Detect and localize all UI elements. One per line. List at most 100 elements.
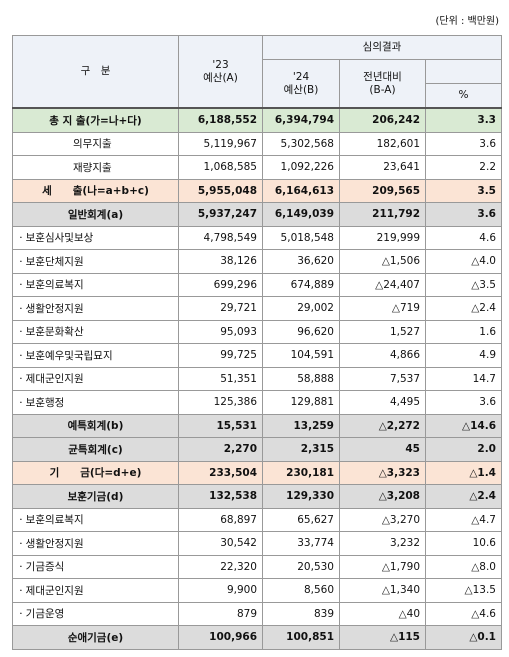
cell-value: 38,126 [178, 249, 263, 274]
cell-value: 5,302,568 [262, 131, 340, 156]
row-label: ㆍ보훈행정 [12, 390, 179, 415]
cell-value: 5,955,048 [178, 178, 263, 203]
cell-value: 4.9 [425, 343, 502, 368]
table-row: ㆍ보훈의료복지 699,296 674,889 △24,407 △3.5 [12, 272, 502, 297]
row-label: ㆍ제대군인지원 [12, 578, 179, 603]
cell-value: 182,601 [339, 131, 426, 156]
row-label: 총 지 출(가=나+다) [12, 107, 179, 133]
header-cell: % [425, 83, 502, 109]
cell-value: 100,966 [178, 625, 263, 650]
cell-value: △0.1 [425, 625, 502, 650]
header-cell [425, 59, 502, 84]
table-row: 기 금(다=d+e) 233,504 230,181 △3,323 △1.4 [12, 460, 502, 485]
table-row: ㆍ제대군인지원 9,900 8,560 △1,340 △13.5 [12, 578, 502, 603]
cell-value: 20,530 [262, 554, 340, 579]
budget-table: 구 분 '23 예산(A) 심의결과 '24 예산(B) 전년대비 (B-A) … [12, 35, 502, 650]
cell-value: 23,641 [339, 155, 426, 180]
cell-value: 29,721 [178, 296, 263, 321]
row-label: ㆍ보훈의료복지 [12, 507, 179, 532]
cell-value: 4,798,549 [178, 225, 263, 250]
cell-value: 4,495 [339, 390, 426, 415]
cell-value: 3.6 [425, 390, 502, 415]
cell-value: 233,504 [178, 460, 263, 485]
cell-value: 1,068,585 [178, 155, 263, 180]
row-label: ㆍ생활안정지원 [12, 531, 179, 556]
cell-value: 125,386 [178, 390, 263, 415]
cell-value: 96,620 [262, 319, 340, 344]
table-row: ㆍ보훈단체지원 38,126 36,620 △1,506 △4.0 [12, 249, 502, 274]
cell-value: △115 [339, 625, 426, 650]
cell-value: 5,937,247 [178, 202, 263, 227]
cell-value: 95,093 [178, 319, 263, 344]
row-label: ㆍ보훈단체지원 [12, 249, 179, 274]
cell-value: 5,018,548 [262, 225, 340, 250]
cell-value: 879 [178, 601, 263, 626]
cell-value: 2,270 [178, 437, 263, 462]
cell-value: 100,851 [262, 625, 340, 650]
cell-value: 3.6 [425, 202, 502, 227]
cell-value: 10.6 [425, 531, 502, 556]
cell-value: △3,208 [339, 484, 426, 509]
cell-value: △2,272 [339, 413, 426, 438]
cell-value: 58,888 [262, 366, 340, 391]
table-row: ㆍ보훈문화확산 95,093 96,620 1,527 1.6 [12, 319, 502, 344]
cell-value: 15,531 [178, 413, 263, 438]
row-label: ㆍ제대군인지원 [12, 366, 179, 391]
table-row: ㆍ생활안정지원 29,721 29,002 △719 △2.4 [12, 296, 502, 321]
table-row: 세 출(나=a+b+c) 5,955,048 6,164,613 209,565 3.5 [12, 178, 502, 203]
table-row: 예특회계(b) 15,531 13,259 △2,272 △14.6 [12, 413, 502, 438]
unit-note: (단위 : 백만원) [435, 16, 499, 27]
table-row: 의무지출 5,119,967 5,302,568 182,601 3.6 [12, 131, 502, 156]
cell-value: 65,627 [262, 507, 340, 532]
cell-value: 1,527 [339, 319, 426, 344]
table-row: 총 지 출(가=나+다) 6,188,552 6,394,794 206,242 3.3 [12, 107, 502, 133]
cell-value: △2.4 [425, 484, 502, 509]
cell-value: 132,538 [178, 484, 263, 509]
table-row: ㆍ생활안정지원 30,542 33,774 3,232 10.6 [12, 531, 502, 556]
cell-value: 2.0 [425, 437, 502, 462]
table-row: 순애기금(e) 100,966 100,851 △115 △0.1 [12, 625, 502, 650]
cell-value: △8.0 [425, 554, 502, 579]
cell-value: 3.6 [425, 131, 502, 156]
header-cell: '24 예산(B) [262, 59, 340, 109]
table-row: 재량지출 1,068,585 1,092,226 23,641 2.2 [12, 155, 502, 180]
row-label: ㆍ보훈예우및국립묘지 [12, 343, 179, 368]
cell-value: 1.6 [425, 319, 502, 344]
row-label: 예특회계(b) [12, 413, 179, 438]
cell-value: 129,881 [262, 390, 340, 415]
cell-value: 129,330 [262, 484, 340, 509]
cell-value: 2,315 [262, 437, 340, 462]
cell-value: 45 [339, 437, 426, 462]
row-label: 재량지출 [12, 155, 179, 180]
cell-value: △24,407 [339, 272, 426, 297]
row-label: ㆍ보훈의료복지 [12, 272, 179, 297]
cell-value: △4.0 [425, 249, 502, 274]
cell-value: 8,560 [262, 578, 340, 603]
cell-value: △1.4 [425, 460, 502, 485]
table-row: 보훈기금(d) 132,538 129,330 △3,208 △2.4 [12, 484, 502, 509]
cell-value: 104,591 [262, 343, 340, 368]
cell-value: 9,900 [178, 578, 263, 603]
header-cell: 전년대비 (B-A) [339, 59, 426, 109]
cell-value: 219,999 [339, 225, 426, 250]
cell-value: △3,270 [339, 507, 426, 532]
cell-value: △40 [339, 601, 426, 626]
cell-value: 7,537 [339, 366, 426, 391]
cell-value: 206,242 [339, 107, 426, 133]
cell-value: 30,542 [178, 531, 263, 556]
row-label: ㆍ기금증식 [12, 554, 179, 579]
cell-value: 211,792 [339, 202, 426, 227]
table-body: 총 지 출(가=나+다) 6,188,552 6,394,794 206,242 3.3… [12, 107, 502, 650]
cell-value: 230,181 [262, 460, 340, 485]
cell-value: 14.7 [425, 366, 502, 391]
row-label: 보훈기금(d) [12, 484, 179, 509]
cell-value: 13,259 [262, 413, 340, 438]
cell-value: △1,790 [339, 554, 426, 579]
cell-value: 68,897 [178, 507, 263, 532]
cell-value: △4.6 [425, 601, 502, 626]
cell-value: 3.5 [425, 178, 502, 203]
row-label: ㆍ보훈심사및보상 [12, 225, 179, 250]
cell-value: 6,149,039 [262, 202, 340, 227]
cell-value: 674,889 [262, 272, 340, 297]
cell-value: 29,002 [262, 296, 340, 321]
